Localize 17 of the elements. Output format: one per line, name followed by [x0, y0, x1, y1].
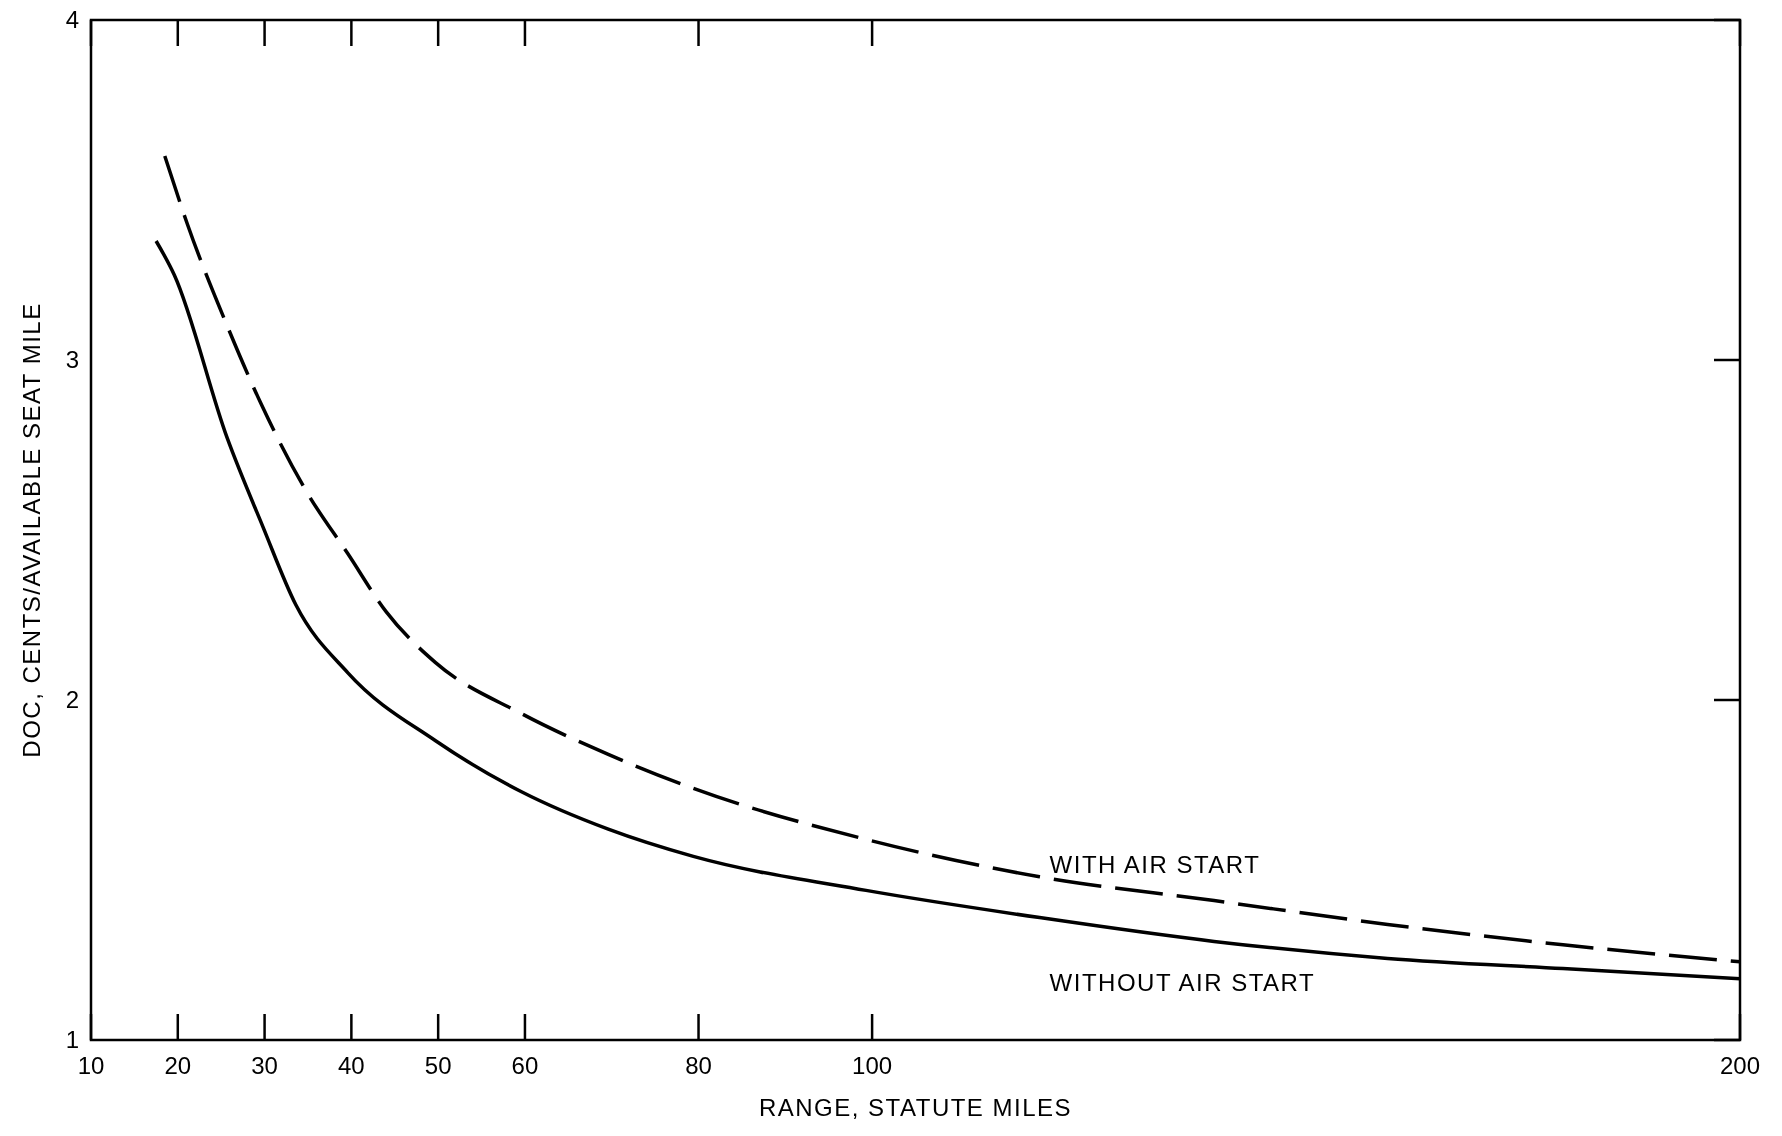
- y-tick-label: 4: [65, 6, 79, 33]
- y-tick-label: 3: [65, 346, 79, 373]
- series-label: WITH AIR START: [1049, 850, 1261, 878]
- series-label: WITHOUT AIR START: [1049, 969, 1316, 997]
- x-tick-label: 80: [685, 1052, 712, 1079]
- x-axis-title: RANGE, STATUTE MILES: [758, 1094, 1073, 1121]
- y-tick-label: 2: [65, 686, 79, 713]
- y-tick-label: 1: [65, 1026, 79, 1053]
- x-tick-label: 60: [511, 1052, 539, 1079]
- x-tick-label: 30: [251, 1052, 278, 1079]
- x-tick-label: 100: [852, 1052, 893, 1079]
- x-tick-label: 50: [424, 1052, 452, 1079]
- x-tick-label: 200: [1719, 1052, 1761, 1079]
- x-tick-label: 10: [77, 1052, 105, 1079]
- y-axis-title: DOC, CENTS/AVAILABLE SEAT MILE: [18, 302, 45, 758]
- x-tick-label: 20: [164, 1052, 192, 1079]
- x-tick-label: 40: [338, 1052, 365, 1079]
